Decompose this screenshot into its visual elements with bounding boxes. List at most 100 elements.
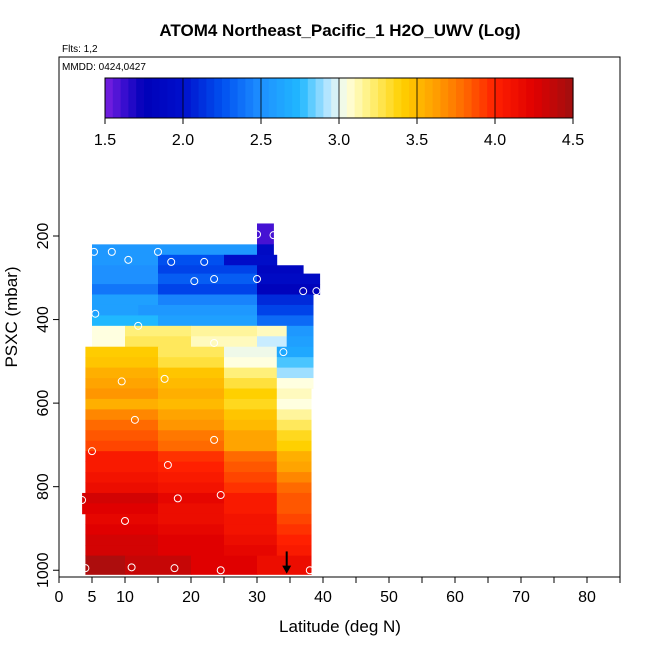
colorbar-tick-label: 2.0 (172, 132, 194, 149)
heatmap-cell (276, 482, 312, 494)
data-point (88, 447, 96, 456)
colorbar-segment (183, 78, 192, 118)
heatmap-cell (158, 378, 225, 389)
data-point (210, 275, 219, 284)
heatmap-cell (158, 461, 225, 473)
x-tick-label: 40 (314, 589, 332, 606)
data-point (78, 496, 87, 505)
heatmap-cell (257, 244, 274, 256)
data-point (279, 348, 288, 357)
heatmap-cell (85, 451, 159, 463)
x-axis: 0 5 10 20 30 40 50 60 70 80 (55, 577, 621, 606)
data-point (107, 247, 116, 256)
heatmap-cell (257, 223, 274, 245)
arrow-head (282, 565, 292, 574)
heatmap-cell (85, 367, 159, 379)
heatmap-cell (158, 524, 225, 536)
data-point (81, 564, 90, 573)
colorbar-segment (300, 78, 309, 118)
heatmap-cell (85, 346, 159, 358)
data-point (216, 566, 225, 575)
colorbar-segment (190, 78, 200, 118)
heatmap-cell (92, 336, 126, 348)
colorbar-segment (292, 78, 301, 118)
colorbar-segment (448, 78, 457, 118)
colorbar-tick-label: 4.0 (484, 132, 506, 149)
colorbar-segment (167, 78, 176, 118)
y-tick-label: 800 (35, 473, 52, 500)
chart-title: ATOM4 Northeast_Pacific_1 H2O_UWV (Log) (159, 21, 520, 40)
colorbar-segment (370, 78, 379, 118)
x-tick-label: 10 (116, 589, 134, 606)
data-point (130, 415, 139, 424)
heatmap-cell (85, 419, 159, 431)
colorbar-segment (284, 78, 293, 118)
heatmap-cell (158, 294, 258, 306)
heatmap-cell (257, 336, 288, 348)
heatmap-cell (276, 534, 312, 546)
heatmap-cell (85, 524, 159, 536)
data-point (253, 230, 261, 239)
data-point (117, 377, 126, 386)
colorbar-segment (120, 78, 129, 118)
colorbar-segment (440, 78, 449, 118)
heatmap-cell (276, 503, 312, 515)
heatmap-cell (257, 294, 314, 306)
data-point (305, 566, 314, 575)
heatmap-cell (224, 503, 278, 515)
colorbar-segment (175, 78, 184, 118)
heatmap-cell (191, 325, 258, 337)
heatmap-cell (224, 430, 278, 442)
heatmap-cell (158, 315, 258, 327)
heatmap-cell (138, 304, 258, 316)
colorbar-tick-label: 4.5 (562, 132, 584, 149)
x-tick-label: 20 (182, 589, 200, 606)
mmdd-label: MMDD: 0424,0427 (62, 62, 146, 73)
heatmap-cell (158, 265, 258, 275)
colorbar-segment (253, 78, 262, 118)
colorbar-segment (487, 78, 496, 118)
colorbar-segment (315, 78, 324, 118)
colorbar-segment (151, 78, 161, 118)
heatmap-cell (224, 419, 278, 431)
data-point (312, 287, 321, 296)
heatmap-cell (224, 367, 278, 379)
heatmap-cell (224, 451, 278, 463)
heatmap-cell (276, 492, 312, 504)
colorbar-segment (510, 78, 519, 118)
colorbar-segment (198, 78, 207, 118)
colorbar-segment (346, 78, 356, 118)
colorbar-segment (261, 78, 270, 118)
heatmap-cell (191, 336, 258, 348)
heatmap-cell (191, 555, 258, 575)
heatmap-cell (257, 273, 321, 285)
heatmap-cell (224, 378, 278, 389)
heatmap-cell (85, 357, 159, 369)
colorbar-segment (417, 78, 426, 118)
heatmap-cell (92, 273, 159, 285)
y-tick-label: 200 (35, 223, 52, 250)
heatmap-cell (158, 534, 225, 546)
colorbar-segment (378, 78, 387, 118)
heatmap-cell (85, 440, 159, 452)
data-point (190, 277, 199, 286)
heatmap-cell (276, 430, 312, 442)
heatmap-cell (257, 284, 321, 295)
data-point (134, 321, 143, 330)
y-axis: 200 400 600 800 1000 (35, 223, 59, 588)
heatmap-cell (286, 336, 314, 348)
heatmap-cell (158, 472, 225, 483)
heatmap (82, 223, 321, 575)
heatmap-cell (158, 545, 225, 557)
colorbar-segment (549, 78, 558, 118)
heatmap-cell (257, 325, 288, 337)
data-point (253, 275, 261, 284)
x-tick-label: 0 (55, 589, 64, 606)
data-point (173, 494, 182, 503)
data-point (124, 255, 133, 264)
heatmap-cell (224, 357, 278, 369)
y-axis-label: PSXC (mbar) (2, 266, 21, 367)
colorbar-segment (432, 78, 441, 118)
heatmap-cell (276, 419, 312, 431)
